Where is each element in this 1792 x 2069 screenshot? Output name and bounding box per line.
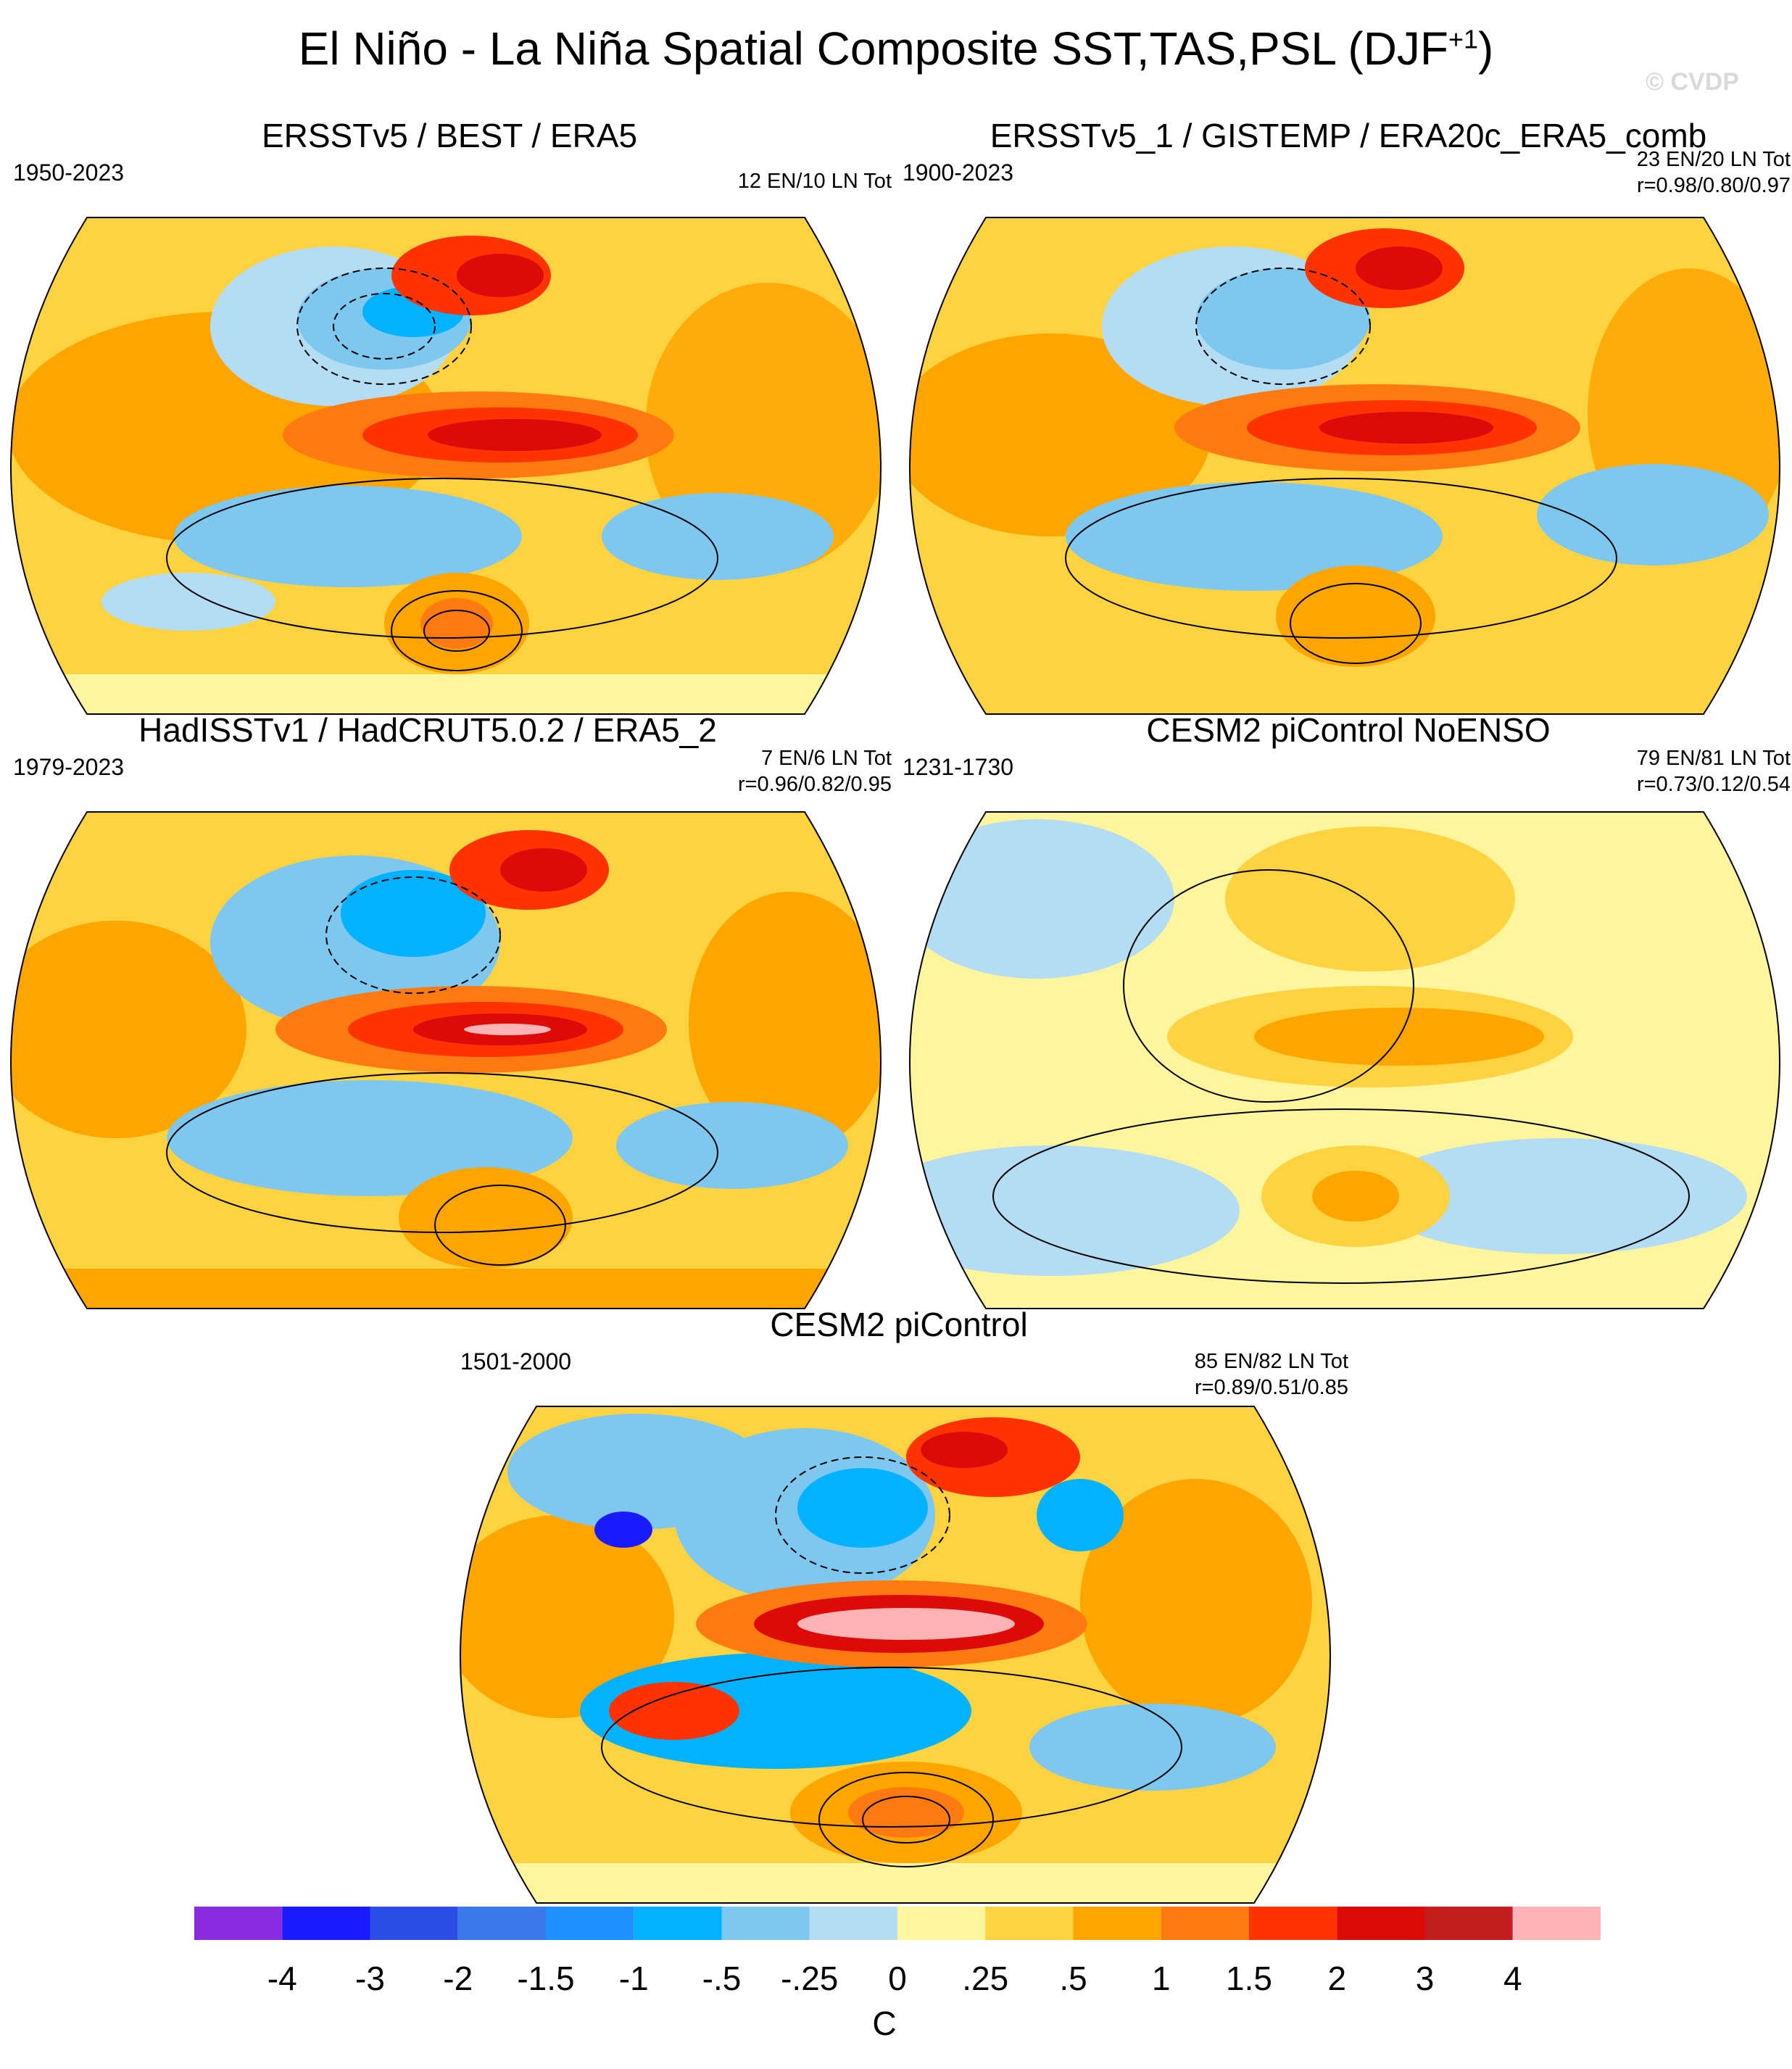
panel-4: CESM2 piControl NoENSO 1231-1730 79 EN/8… [903, 710, 1791, 1334]
colorbar-tick-label: 1 [1151, 1960, 1171, 1997]
colorbar-units: C [872, 2004, 897, 2042]
colorbar-swatch [1512, 1907, 1601, 1940]
colorbar-tick-label: 4 [1503, 1960, 1522, 1997]
composite-map [9, 811, 882, 1309]
colorbar-tick-label: -4 [267, 1960, 297, 1997]
panel-period: 1979-2023 [13, 754, 125, 780]
panel-title: ERSSTv5 / BEST / ERA5 [261, 117, 638, 154]
panel-title: HadISSTv1 / HadCRUT5.0.2 / ERA5_2 [138, 711, 717, 749]
colorbar-tick-label: .5 [1059, 1960, 1087, 1997]
colorbar-swatch [634, 1907, 722, 1940]
colorbar-swatch [282, 1907, 370, 1940]
colorbar [194, 1907, 1601, 1940]
colorbar-swatch [721, 1907, 810, 1940]
composite-map [908, 811, 1781, 1309]
composite-map [908, 217, 1781, 715]
panel-period: 1231-1730 [903, 754, 1014, 780]
colorbar-swatch [985, 1907, 1074, 1940]
colorbar-tick-label: -1.5 [517, 1960, 575, 1997]
colorbar-swatch [1073, 1907, 1161, 1940]
panel-title: CESM2 piControl NoENSO [1146, 711, 1551, 749]
colorbar-tick-label: 1.5 [1226, 1960, 1272, 1997]
colorbar-tick-label: 0 [888, 1960, 907, 1997]
panel-5: CESM2 piControl 1501-2000 85 EN/82 LN To… [457, 1305, 1348, 1928]
panel-period: 1900-2023 [903, 159, 1014, 186]
colorbar-tick-label: -3 [355, 1960, 385, 1997]
panel-3: HadISSTv1 / HadCRUT5.0.2 / ERA5_2 1979-2… [7, 710, 892, 1334]
colorbar-tick-label: 3 [1415, 1960, 1435, 1997]
colorbar-tick-label: 2 [1327, 1960, 1347, 1997]
panel-counts: 23 EN/20 LN Tot r=0.98/0.80/0.97 [1636, 148, 1791, 197]
colorbar-swatch [370, 1907, 458, 1940]
composite-map [9, 217, 882, 715]
colorbar-swatch [1337, 1907, 1425, 1940]
colorbar-tick-label: -2 [443, 1960, 473, 1997]
colorbar-swatch [194, 1907, 283, 1940]
colorbar-swatch [1424, 1907, 1513, 1940]
colorbar-swatch [1249, 1907, 1337, 1940]
colorbar-swatch [546, 1907, 634, 1940]
panel-counts: 79 EN/81 LN Tot r=0.73/0.12/0.54 [1636, 747, 1791, 796]
panel-period: 1950-2023 [13, 159, 125, 186]
panel-counts: 85 EN/82 LN Tot r=0.89/0.51/0.85 [1194, 1350, 1348, 1399]
panel-2: ERSSTv5_1 / GISTEMP / ERA20c_ERA5_comb 1… [903, 116, 1791, 739]
figure-title: El Niño - La Niña Spatial Composite SST,… [298, 22, 1494, 75]
colorbar-tick-label: -.25 [781, 1960, 839, 1997]
colorbar-swatch [457, 1907, 546, 1940]
colorbar-tick-label: .25 [962, 1960, 1009, 1997]
panel-1: ERSSTv5 / BEST / ERA5 1950-2023 12 EN/10… [7, 116, 892, 739]
colorbar-tick-label: -1 [618, 1960, 649, 1997]
colorbar-swatch [809, 1907, 897, 1940]
panel-counts: 7 EN/6 LN Tot r=0.96/0.82/0.95 [737, 747, 892, 796]
panel-counts: 12 EN/10 LN Tot [737, 170, 892, 193]
panel-period: 1501-2000 [460, 1348, 572, 1375]
panel-title: CESM2 piControl [770, 1306, 1028, 1343]
panel-title: ERSSTv5_1 / GISTEMP / ERA20c_ERA5_comb [990, 117, 1707, 154]
colorbar-swatch [897, 1907, 986, 1940]
colorbar-swatch [1161, 1907, 1249, 1940]
colorbar-tick-label: -.5 [702, 1960, 742, 1997]
composite-map [459, 1406, 1332, 1904]
watermark: © CVDP [1646, 68, 1739, 96]
